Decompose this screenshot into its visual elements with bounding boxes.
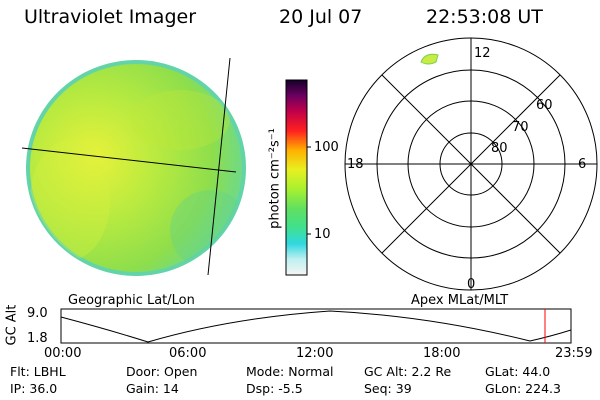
info-gain: Gain: 14 [126, 381, 179, 396]
colorbar-tick-100: 100 [314, 140, 339, 155]
alt-ymin-label: 1.8 [27, 331, 48, 346]
mlt-label-12: 12 [474, 46, 491, 61]
mlt-label-6: 6 [578, 157, 587, 172]
info-dsp: Dsp: -5.5 [246, 381, 303, 396]
info-door: Door: Open [126, 364, 198, 379]
date-label: 20 Jul 07 [279, 6, 363, 28]
info-seq: Seq: 39 [364, 381, 412, 396]
x-tick-1800: 18:00 [423, 346, 461, 361]
info-mode: Mode: Normal [246, 364, 334, 379]
info-ip: IP: 36.0 [10, 381, 58, 396]
info-glon: GLon: 224.3 [485, 381, 561, 396]
x-tick-0000: 00:00 [44, 346, 82, 361]
x-tick-1200: 12:00 [296, 346, 334, 361]
time-label: 22:53:08 UT [426, 6, 543, 28]
mlt-label-18: 18 [347, 157, 364, 172]
x-tick-0600: 06:00 [169, 346, 207, 361]
colorbar-tick-10: 10 [314, 227, 331, 242]
info-gcalt: GC Alt: 2.2 Re [364, 364, 452, 379]
instrument-title: Ultraviolet Imager [24, 6, 197, 28]
x-tick-2359: 23:59 [555, 346, 593, 361]
altitude-plot [60, 308, 572, 344]
geographic-caption: Geographic Lat/Lon [68, 293, 195, 308]
mlat-label-60: 60 [536, 98, 553, 113]
mlt-label-0: 0 [467, 277, 476, 292]
info-glat: GLat: 44.0 [485, 364, 551, 379]
info-flt: Flt: LBHL [10, 364, 66, 379]
color-bar [285, 79, 311, 276]
geo-longitude-line [207, 57, 231, 276]
uv-disk-image [21, 57, 246, 276]
polar-plot [344, 37, 598, 291]
colorbar-units-label: photon cm⁻²s⁻¹ [267, 128, 283, 229]
alt-ymax-label: 9.0 [27, 306, 48, 321]
geo-latitude-line [21, 147, 237, 173]
mlat-label-80: 80 [491, 141, 508, 156]
mlat-label-70: 70 [512, 120, 529, 135]
polar-aurora-blob [420, 53, 439, 65]
gc-alt-axis-label: GC Alt [4, 304, 20, 346]
apex-caption: Apex MLat/MLT [411, 293, 509, 308]
